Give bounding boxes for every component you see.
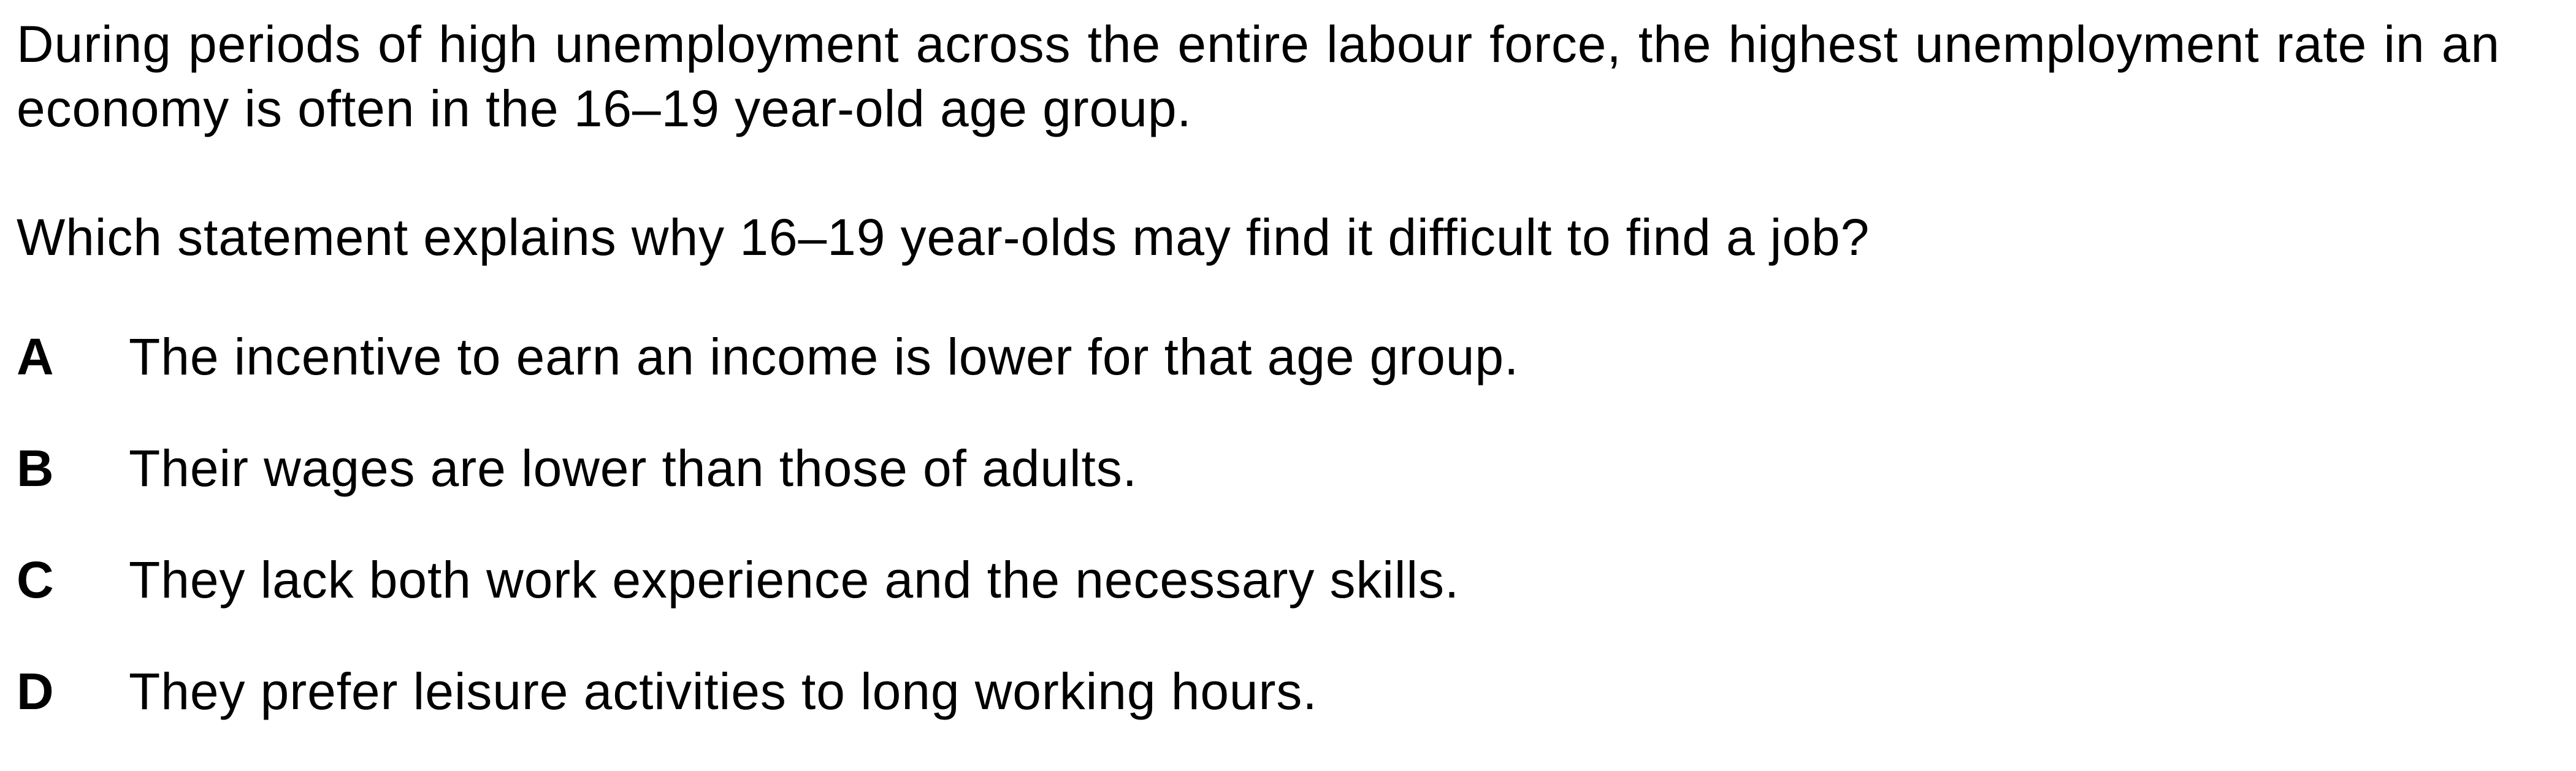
option-letter: C (17, 551, 55, 609)
option-letter: A (17, 328, 55, 386)
question-stem: During periods of high unemployment acro… (17, 15, 2500, 137)
option-text: They lack both work experience and the n… (129, 551, 1460, 609)
option-text: Their wages are lower than those of adul… (129, 439, 1137, 497)
option-text: The incentive to earn an income is lower… (129, 328, 1519, 386)
option-letter: D (17, 663, 55, 720)
question-prompt: Which statement explains why 16–19 year-… (17, 208, 1870, 266)
option-letter: B (17, 439, 55, 497)
option-text: They prefer leisure activities to long w… (129, 663, 1318, 720)
question-page: During periods of high unemployment acro… (17, 15, 2500, 720)
